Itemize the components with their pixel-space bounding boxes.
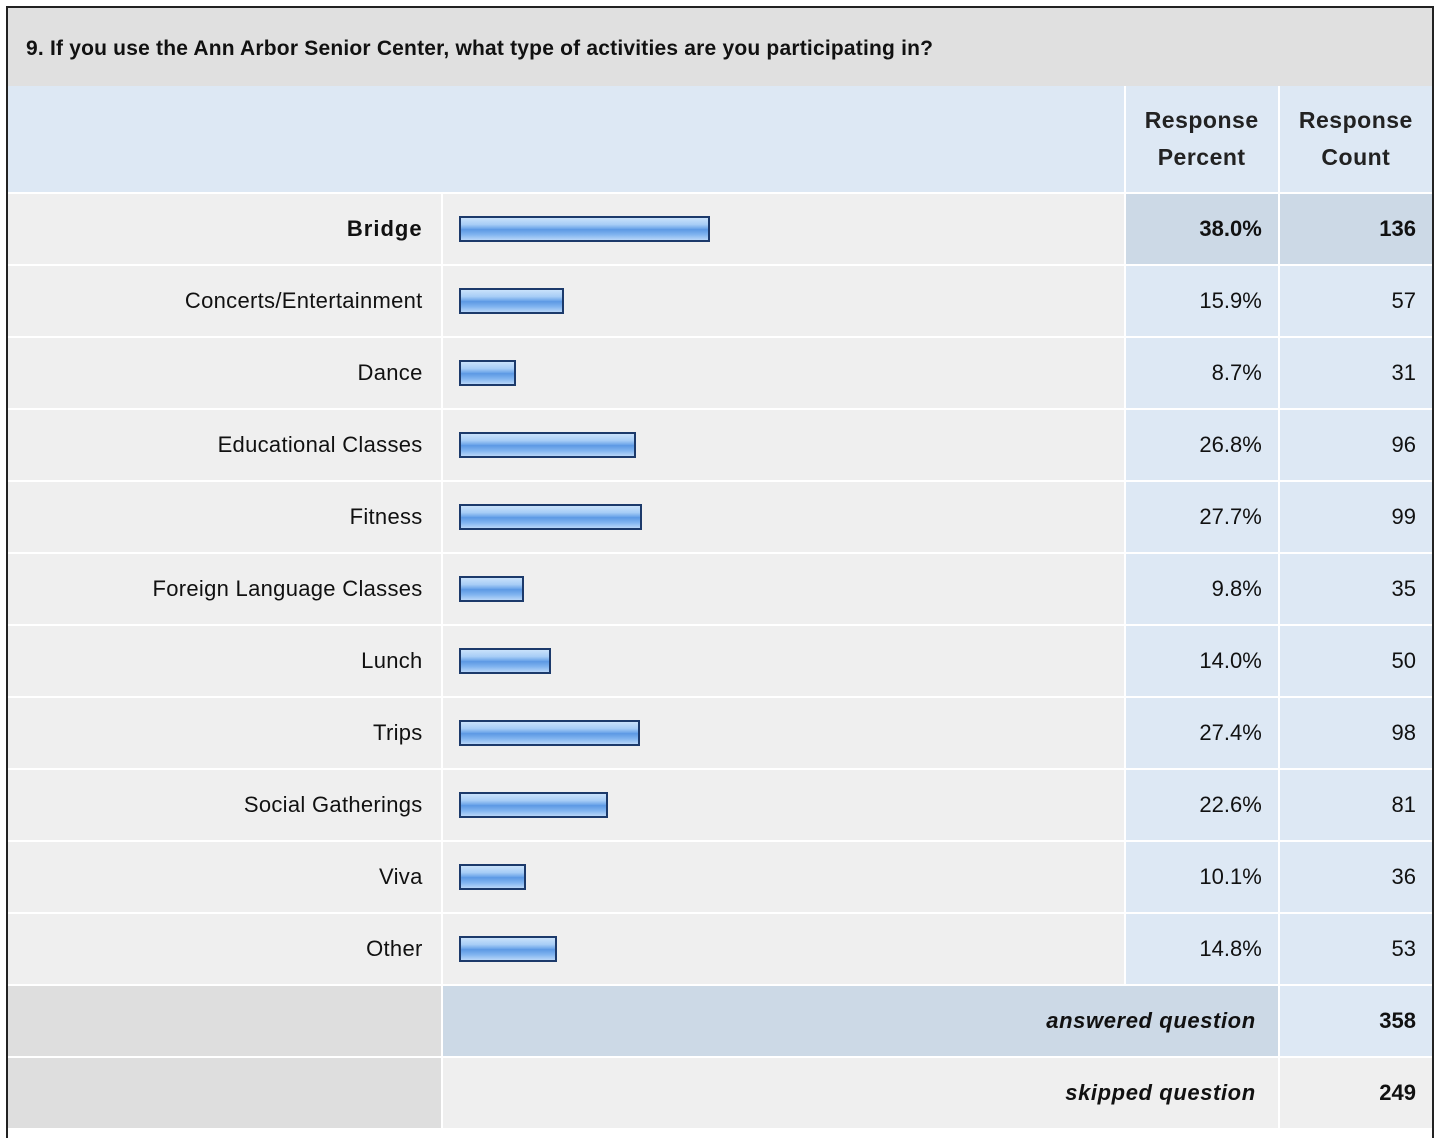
- bar-cell: [442, 842, 1124, 912]
- response-count: 50: [1279, 626, 1432, 696]
- bar-cell: [442, 770, 1124, 840]
- response-percent: 27.7%: [1125, 482, 1278, 552]
- response-count: 57: [1279, 266, 1432, 336]
- bar-cell: [442, 914, 1124, 984]
- table-row: Other 14.8% 53: [8, 914, 1432, 984]
- response-count: 96: [1279, 410, 1432, 480]
- bar-cell: [442, 626, 1124, 696]
- response-percent: 22.6%: [1125, 770, 1278, 840]
- response-percent: 9.8%: [1125, 554, 1278, 624]
- response-bar: [458, 576, 524, 602]
- response-count: 99: [1279, 482, 1432, 552]
- table-row: Trips 27.4% 98: [8, 698, 1432, 768]
- category-label: Trips: [8, 698, 441, 768]
- response-bar: [458, 432, 636, 458]
- response-percent: 8.7%: [1125, 338, 1278, 408]
- response-count: 136: [1279, 194, 1432, 264]
- bar-cell: [442, 482, 1124, 552]
- category-label: Dance: [8, 338, 441, 408]
- category-label: Other: [8, 914, 441, 984]
- response-bar: [458, 648, 551, 674]
- response-percent: 26.8%: [1125, 410, 1278, 480]
- response-percent-header-line1: Response: [1144, 107, 1259, 133]
- response-count-header-line1: Response: [1298, 107, 1413, 133]
- response-bar: [458, 504, 642, 530]
- answered-blank: [8, 986, 441, 1056]
- response-percent: 14.8%: [1125, 914, 1278, 984]
- category-label: Educational Classes: [8, 410, 441, 480]
- table-row: Lunch 14.0% 50: [8, 626, 1432, 696]
- response-table: Response Percent Response Count Bridge 38…: [6, 84, 1434, 1130]
- response-count: 36: [1279, 842, 1432, 912]
- table-row: Foreign Language Classes 9.8% 35: [8, 554, 1432, 624]
- response-bar: [458, 720, 640, 746]
- response-count-header-line2: Count: [1321, 144, 1391, 170]
- response-percent-header: Response Percent: [1125, 86, 1278, 192]
- bar-cell: [442, 554, 1124, 624]
- response-count: 53: [1279, 914, 1432, 984]
- response-count: 31: [1279, 338, 1432, 408]
- table-row: Bridge 38.0% 136: [8, 194, 1432, 264]
- response-count: 98: [1279, 698, 1432, 768]
- response-percent: 27.4%: [1125, 698, 1278, 768]
- response-bar: [458, 792, 608, 818]
- category-label: Fitness: [8, 482, 441, 552]
- response-percent: 38.0%: [1125, 194, 1278, 264]
- bar-cell: [442, 698, 1124, 768]
- response-count: 35: [1279, 554, 1432, 624]
- response-percent: 10.1%: [1125, 842, 1278, 912]
- skipped-blank: [8, 1058, 441, 1128]
- table-row: Fitness 27.7% 99: [8, 482, 1432, 552]
- response-bar: [458, 288, 564, 314]
- bar-cell: [442, 266, 1124, 336]
- table-row: Dance 8.7% 31: [8, 338, 1432, 408]
- skipped-question-label: skipped question: [442, 1058, 1278, 1128]
- bar-cell: [442, 410, 1124, 480]
- skipped-question-count: 249: [1279, 1058, 1432, 1128]
- answered-question-row: answered question 358: [8, 986, 1432, 1056]
- answered-question-count: 358: [1279, 986, 1432, 1056]
- table-row: Educational Classes 26.8% 96: [8, 410, 1432, 480]
- response-bar: [458, 360, 516, 386]
- category-label: Lunch: [8, 626, 441, 696]
- category-label: Concerts/Entertainment: [8, 266, 441, 336]
- table-header-row: Response Percent Response Count: [8, 86, 1432, 192]
- bar-cell: [442, 194, 1124, 264]
- category-label: Viva: [8, 842, 441, 912]
- table-row: Social Gatherings 22.6% 81: [8, 770, 1432, 840]
- answered-question-label: answered question: [442, 986, 1278, 1056]
- skipped-question-row: skipped question 249: [8, 1058, 1432, 1128]
- response-bar: [458, 936, 557, 962]
- response-percent: 14.0%: [1125, 626, 1278, 696]
- question-title: 9. If you use the Ann Arbor Senior Cente…: [8, 8, 1432, 86]
- header-blank: [8, 86, 1124, 192]
- response-count-header: Response Count: [1279, 86, 1432, 192]
- category-label: Social Gatherings: [8, 770, 441, 840]
- category-label: Bridge: [8, 194, 441, 264]
- table-row: Concerts/Entertainment 15.9% 57: [8, 266, 1432, 336]
- category-label: Foreign Language Classes: [8, 554, 441, 624]
- response-percent: 15.9%: [1125, 266, 1278, 336]
- response-percent-header-line2: Percent: [1157, 144, 1246, 170]
- response-bar: [458, 216, 710, 242]
- response-count: 81: [1279, 770, 1432, 840]
- response-bar: [458, 864, 526, 890]
- table-row: Viva 10.1% 36: [8, 842, 1432, 912]
- bar-cell: [442, 338, 1124, 408]
- survey-question-panel: 9. If you use the Ann Arbor Senior Cente…: [6, 6, 1434, 1138]
